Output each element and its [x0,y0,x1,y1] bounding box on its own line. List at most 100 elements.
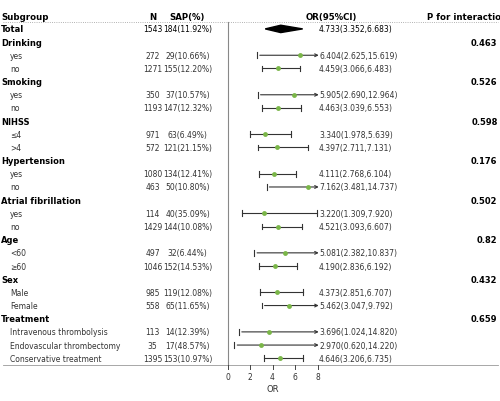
Text: yes: yes [10,91,23,100]
Text: 155(12.20%): 155(12.20%) [163,65,212,74]
Text: 0: 0 [225,372,230,381]
Text: 1429: 1429 [143,223,162,231]
Text: 0.176: 0.176 [471,157,498,166]
Text: 0.659: 0.659 [471,314,498,324]
Text: OR: OR [266,384,279,393]
Text: 40(35.09%): 40(35.09%) [165,209,210,218]
Text: 1543: 1543 [143,25,162,34]
Text: no: no [10,104,20,113]
Text: 4: 4 [270,372,275,381]
Text: Subgroup: Subgroup [1,13,48,22]
Text: 4.733(3.352,6.683): 4.733(3.352,6.683) [319,25,393,34]
Text: 113: 113 [146,328,160,336]
Text: 985: 985 [145,288,160,297]
Text: yes: yes [10,170,23,179]
Text: Hypertension: Hypertension [1,157,65,166]
Text: yes: yes [10,52,23,61]
Text: 0.502: 0.502 [471,196,498,205]
Text: Male: Male [10,288,28,297]
Text: Sex: Sex [1,275,18,284]
Text: Total: Total [1,25,24,34]
Text: 14(12.39%): 14(12.39%) [166,328,210,336]
Text: 5.905(2.690,12.964): 5.905(2.690,12.964) [319,91,398,100]
Text: 1271: 1271 [143,65,162,74]
Text: 4.459(3.066,6.483): 4.459(3.066,6.483) [319,65,393,74]
Text: 0.432: 0.432 [471,275,498,284]
Text: >4: >4 [10,144,21,153]
Text: 4.111(2.768,6.104): 4.111(2.768,6.104) [319,170,392,179]
Text: SAP(%): SAP(%) [170,13,205,22]
Text: 152(14.53%): 152(14.53%) [163,262,212,271]
Text: 497: 497 [145,249,160,258]
Text: 3.696(1.024,14.820): 3.696(1.024,14.820) [319,328,397,336]
Text: Smoking: Smoking [1,78,42,87]
Text: 350: 350 [145,91,160,100]
Text: 153(10.97%): 153(10.97%) [163,354,212,363]
Text: <60: <60 [10,249,26,258]
Text: 37(10.57%): 37(10.57%) [165,91,210,100]
Text: 29(10.66%): 29(10.66%) [165,52,210,61]
Text: Female: Female [10,301,38,310]
Text: 2.970(0.620,14.220): 2.970(0.620,14.220) [319,341,397,350]
Text: 1080: 1080 [143,170,162,179]
Text: no: no [10,65,20,74]
Text: Drinking: Drinking [1,38,42,47]
Text: 3.220(1.309,7.920): 3.220(1.309,7.920) [319,209,392,218]
Text: ≥60: ≥60 [10,262,26,271]
Text: 134(12.41%): 134(12.41%) [163,170,212,179]
Text: 572: 572 [145,144,160,153]
Text: 65(11.65%): 65(11.65%) [165,301,210,310]
Polygon shape [265,26,302,34]
Text: 184(11.92%): 184(11.92%) [163,25,212,34]
Text: 6: 6 [292,372,298,381]
Text: 0.82: 0.82 [477,235,498,245]
Text: Conservative treatment: Conservative treatment [10,354,102,363]
Text: 4.397(2.711,7.131): 4.397(2.711,7.131) [319,144,392,153]
Text: 4.521(3.093,6.607): 4.521(3.093,6.607) [319,223,393,231]
Text: NIHSS: NIHSS [1,117,29,126]
Text: N: N [149,13,156,22]
Text: 4.373(2.851,6.707): 4.373(2.851,6.707) [319,288,392,297]
Text: Age: Age [1,235,19,245]
Text: 558: 558 [145,301,160,310]
Text: Atrial fibrillation: Atrial fibrillation [1,196,81,205]
Text: 463: 463 [145,183,160,192]
Text: 4.190(2.836,6.192): 4.190(2.836,6.192) [319,262,392,271]
Text: Endovascular thrombectomy: Endovascular thrombectomy [10,341,120,350]
Text: 1193: 1193 [143,104,162,113]
Text: 63(6.49%): 63(6.49%) [168,130,207,140]
Text: Treatment: Treatment [1,314,50,324]
Text: 4.646(3.206,6.735): 4.646(3.206,6.735) [319,354,393,363]
Text: 0.463: 0.463 [471,38,498,47]
Text: 35: 35 [148,341,158,350]
Text: 971: 971 [145,130,160,140]
Text: 4.463(3.039,6.553): 4.463(3.039,6.553) [319,104,393,113]
Text: 121(21.15%): 121(21.15%) [163,144,212,153]
Text: Intravenous thrombolysis: Intravenous thrombolysis [10,328,108,336]
Text: OR(95%CI): OR(95%CI) [306,13,357,22]
Text: P for interaction: P for interaction [428,13,500,22]
Text: 5.081(2.382,10.837): 5.081(2.382,10.837) [319,249,397,258]
Text: 50(10.80%): 50(10.80%) [165,183,210,192]
Text: 0.526: 0.526 [471,78,498,87]
Text: yes: yes [10,209,23,218]
Text: no: no [10,223,20,231]
Text: 7.162(3.481,14.737): 7.162(3.481,14.737) [319,183,397,192]
Text: 32(6.44%): 32(6.44%) [168,249,207,258]
Text: 6.404(2.625,15.619): 6.404(2.625,15.619) [319,52,398,61]
Text: 144(10.08%): 144(10.08%) [163,223,212,231]
Text: 8: 8 [315,372,320,381]
Text: 0.598: 0.598 [471,117,498,126]
Text: 1395: 1395 [143,354,162,363]
Text: ≤4: ≤4 [10,130,21,140]
Text: 17(48.57%): 17(48.57%) [165,341,210,350]
Text: 3.340(1.978,5.639): 3.340(1.978,5.639) [319,130,393,140]
Text: 5.462(3.047,9.792): 5.462(3.047,9.792) [319,301,393,310]
Text: 272: 272 [146,52,160,61]
Text: 114: 114 [146,209,160,218]
Text: 119(12.08%): 119(12.08%) [163,288,212,297]
Text: 2: 2 [248,372,252,381]
Text: 147(12.32%): 147(12.32%) [163,104,212,113]
Text: no: no [10,183,20,192]
Text: 1046: 1046 [143,262,162,271]
